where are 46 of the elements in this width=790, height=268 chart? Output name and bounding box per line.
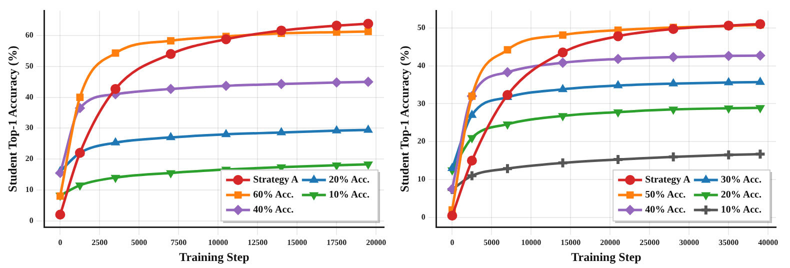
y-tick-label: 40 [417, 60, 426, 70]
x-tick-label: 20000 [366, 238, 386, 247]
y-axis-title: Student Top-1 Accuracy (%) [5, 46, 20, 192]
y-tick-label: 20 [417, 136, 426, 146]
x-tick-label: 15000 [287, 238, 308, 247]
x-axis-title: Training Step [571, 250, 642, 264]
y-tick-label: 60 [25, 30, 34, 40]
legend-label: 10% Acc. [720, 204, 762, 216]
x-tick-label: 0 [58, 238, 62, 247]
x-tick-label: 2500 [92, 238, 108, 247]
legend-label: 20% Acc. [720, 190, 762, 201]
y-tick-label: 50 [25, 61, 34, 70]
legend-label: 40% Acc. [253, 204, 294, 216]
x-tick-label: 25000 [640, 238, 660, 247]
x-tick-label: 7500 [170, 238, 187, 247]
x-tick-label: 5000 [131, 238, 148, 247]
x-tick-label: 10000 [521, 238, 542, 247]
x-tick-label: 20000 [600, 238, 620, 247]
x-tick-label: 10000 [208, 238, 228, 247]
legend-label: 60% Acc. [253, 190, 294, 201]
y-tick-label: 30 [25, 123, 34, 132]
legend-label: 30% Acc. [720, 174, 762, 186]
y-tick-label: 20 [25, 154, 34, 164]
x-tick-label: 17500 [326, 238, 347, 247]
y-tick-label: 40 [25, 92, 34, 102]
y-axis-title: Student Top-1 Accuracy (%) [397, 46, 412, 192]
legend-label: 10% Acc. [328, 190, 370, 201]
x-tick-label: 12500 [248, 238, 268, 247]
x-tick-label: 15000 [560, 238, 581, 247]
x-tick-label: 0 [450, 238, 454, 247]
y-tick-label: 10 [25, 185, 34, 194]
x-axis-title: Training Step [179, 250, 250, 264]
legend-label: 40% Acc. [645, 204, 686, 216]
y-tick-label: 50 [417, 22, 426, 32]
y-tick-label: 30 [417, 98, 426, 108]
y-tick-label: 10 [417, 174, 426, 184]
legend-label: Strategy A [645, 174, 692, 186]
legend-label: Strategy A [253, 174, 300, 186]
legend-label: 20% Acc. [328, 174, 370, 186]
legend-label: 50% Acc. [645, 190, 686, 201]
x-tick-label: 5000 [484, 238, 500, 247]
x-tick-label: 40000 [758, 238, 778, 247]
y-tick-label: 0 [29, 216, 34, 225]
y-tick-label: 0 [421, 212, 426, 222]
x-tick-label: 30000 [679, 238, 700, 247]
x-tick-label: 35000 [718, 238, 739, 247]
